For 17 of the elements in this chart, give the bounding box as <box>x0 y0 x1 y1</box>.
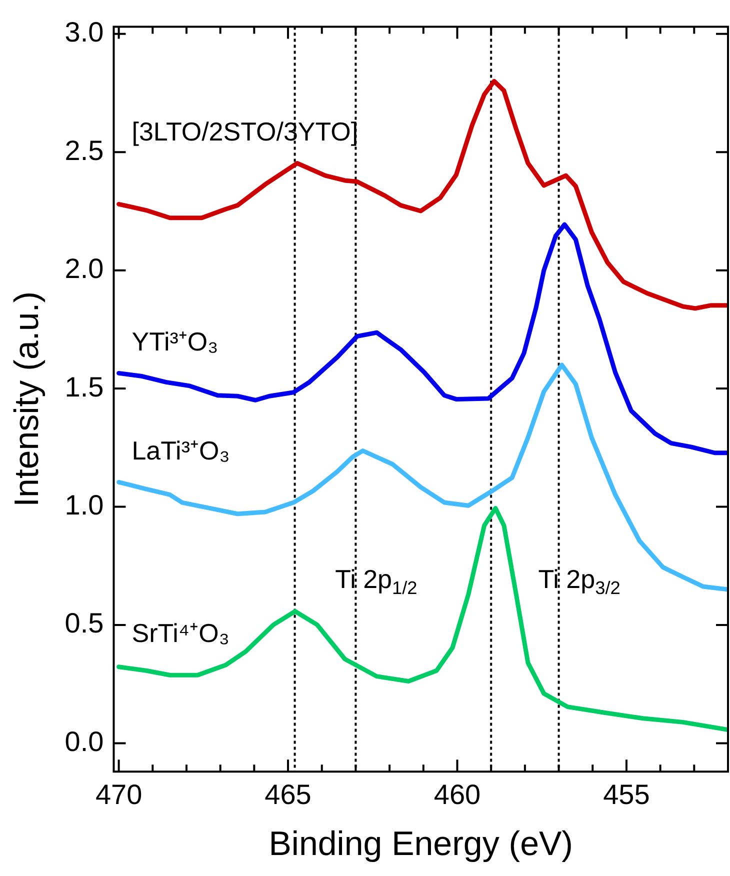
y-tick-label: 0.0 <box>64 726 104 757</box>
y-tick-label: 1.0 <box>64 490 104 520</box>
x-tick-label: 455 <box>603 779 650 810</box>
series-label: [3LTO/2STO/3YTO] <box>132 116 358 146</box>
y-tick-label: 2.0 <box>64 253 104 284</box>
series-label: SrTi⁴⁺O₃ <box>132 618 230 648</box>
y-tick-label: 2.5 <box>64 134 104 166</box>
series-label: LaTi³⁺O₃ <box>132 435 230 466</box>
y-tick-label: 1.5 <box>64 371 104 402</box>
y-tick-label: 0.5 <box>64 608 104 639</box>
x-axis-title: Binding Energy (eV) <box>268 824 574 863</box>
y-tick-label: 3.0 <box>64 16 104 48</box>
x-tick-label: 465 <box>264 779 312 810</box>
series-label: YTi³⁺O₃ <box>132 326 218 356</box>
x-tick-label: 470 <box>95 779 142 810</box>
y-axis-title: Intensity (a.u.) <box>8 291 46 507</box>
x-tick-label: 460 <box>434 779 481 810</box>
